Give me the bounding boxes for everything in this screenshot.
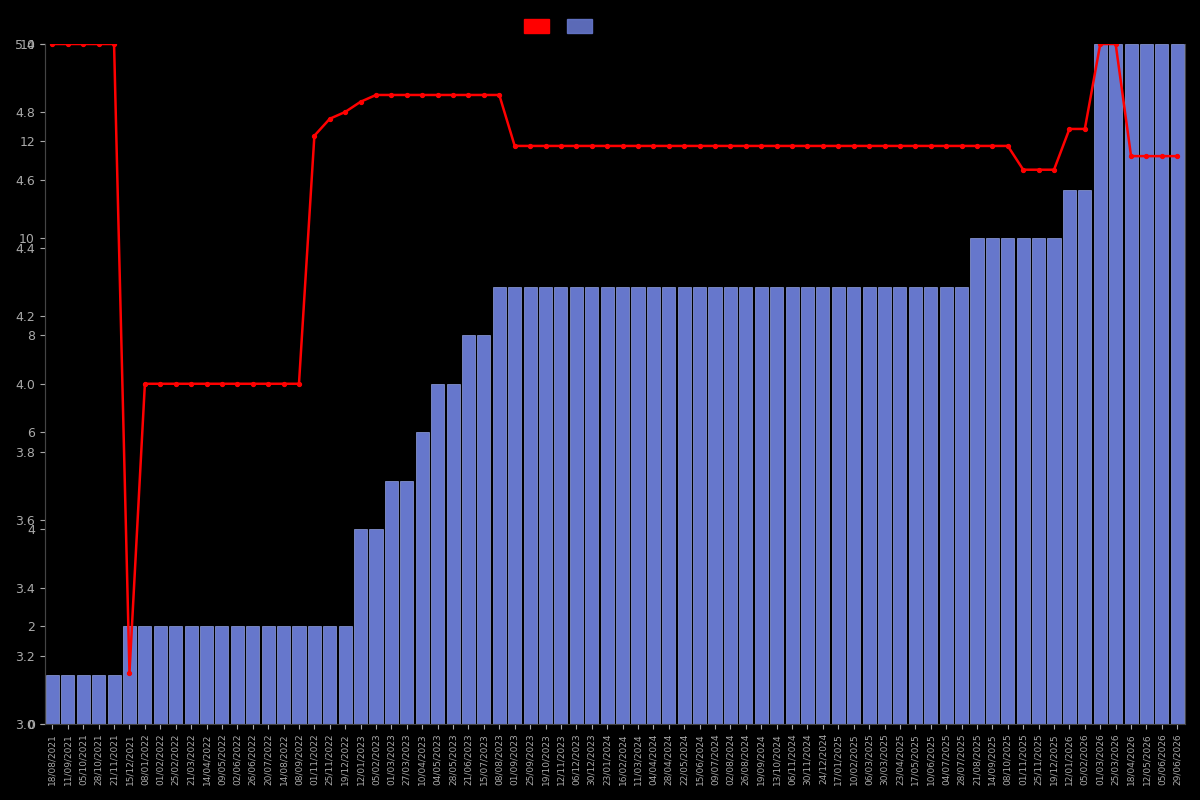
Bar <box>539 286 552 723</box>
Bar <box>92 675 106 723</box>
Bar <box>293 626 306 723</box>
Bar <box>215 626 228 723</box>
Legend: , : , <box>521 15 607 38</box>
Bar <box>185 626 198 723</box>
Bar <box>1140 44 1153 723</box>
Bar <box>1079 190 1091 723</box>
Bar <box>1016 238 1030 723</box>
Bar <box>401 481 413 723</box>
Bar <box>694 286 706 723</box>
Bar <box>724 286 737 723</box>
Bar <box>415 432 428 723</box>
Bar <box>1048 238 1061 723</box>
Bar <box>138 626 151 723</box>
Bar <box>863 286 876 723</box>
Bar <box>493 286 506 723</box>
Bar <box>739 286 752 723</box>
Bar <box>523 286 536 723</box>
Bar <box>370 530 383 723</box>
Bar <box>277 626 290 723</box>
Bar <box>1171 44 1184 723</box>
Bar <box>940 286 953 723</box>
Bar <box>308 626 320 723</box>
Bar <box>200 626 214 723</box>
Bar <box>1001 238 1014 723</box>
Bar <box>878 286 892 723</box>
Bar <box>508 286 521 723</box>
Bar <box>1156 44 1169 723</box>
Bar <box>832 286 845 723</box>
Bar <box>1032 238 1045 723</box>
Bar <box>478 335 491 723</box>
Bar <box>323 626 336 723</box>
Bar <box>554 286 568 723</box>
Bar <box>1063 190 1076 723</box>
Bar <box>61 675 74 723</box>
Bar <box>1093 44 1106 723</box>
Bar <box>616 286 629 723</box>
Bar <box>955 286 968 723</box>
Bar <box>971 238 984 723</box>
Bar <box>786 286 799 723</box>
Bar <box>446 384 460 723</box>
Bar <box>122 626 136 723</box>
Bar <box>77 675 90 723</box>
Bar <box>708 286 721 723</box>
Bar <box>770 286 784 723</box>
Bar <box>1109 44 1122 723</box>
Bar <box>924 286 937 723</box>
Bar <box>986 238 998 723</box>
Bar <box>230 626 244 723</box>
Bar <box>586 286 599 723</box>
Bar <box>262 626 275 723</box>
Bar <box>338 626 352 723</box>
Bar <box>647 286 660 723</box>
Bar <box>431 384 444 723</box>
Bar <box>246 626 259 723</box>
Bar <box>601 286 613 723</box>
Bar <box>108 675 121 723</box>
Bar <box>847 286 860 723</box>
Bar <box>1124 44 1138 723</box>
Bar <box>893 286 906 723</box>
Bar <box>631 286 644 723</box>
Bar <box>46 675 59 723</box>
Bar <box>462 335 475 723</box>
Bar <box>800 286 814 723</box>
Bar <box>154 626 167 723</box>
Bar <box>755 286 768 723</box>
Bar <box>662 286 676 723</box>
Bar <box>678 286 691 723</box>
Bar <box>354 530 367 723</box>
Bar <box>169 626 182 723</box>
Bar <box>816 286 829 723</box>
Bar <box>908 286 922 723</box>
Bar <box>570 286 583 723</box>
Bar <box>385 481 398 723</box>
